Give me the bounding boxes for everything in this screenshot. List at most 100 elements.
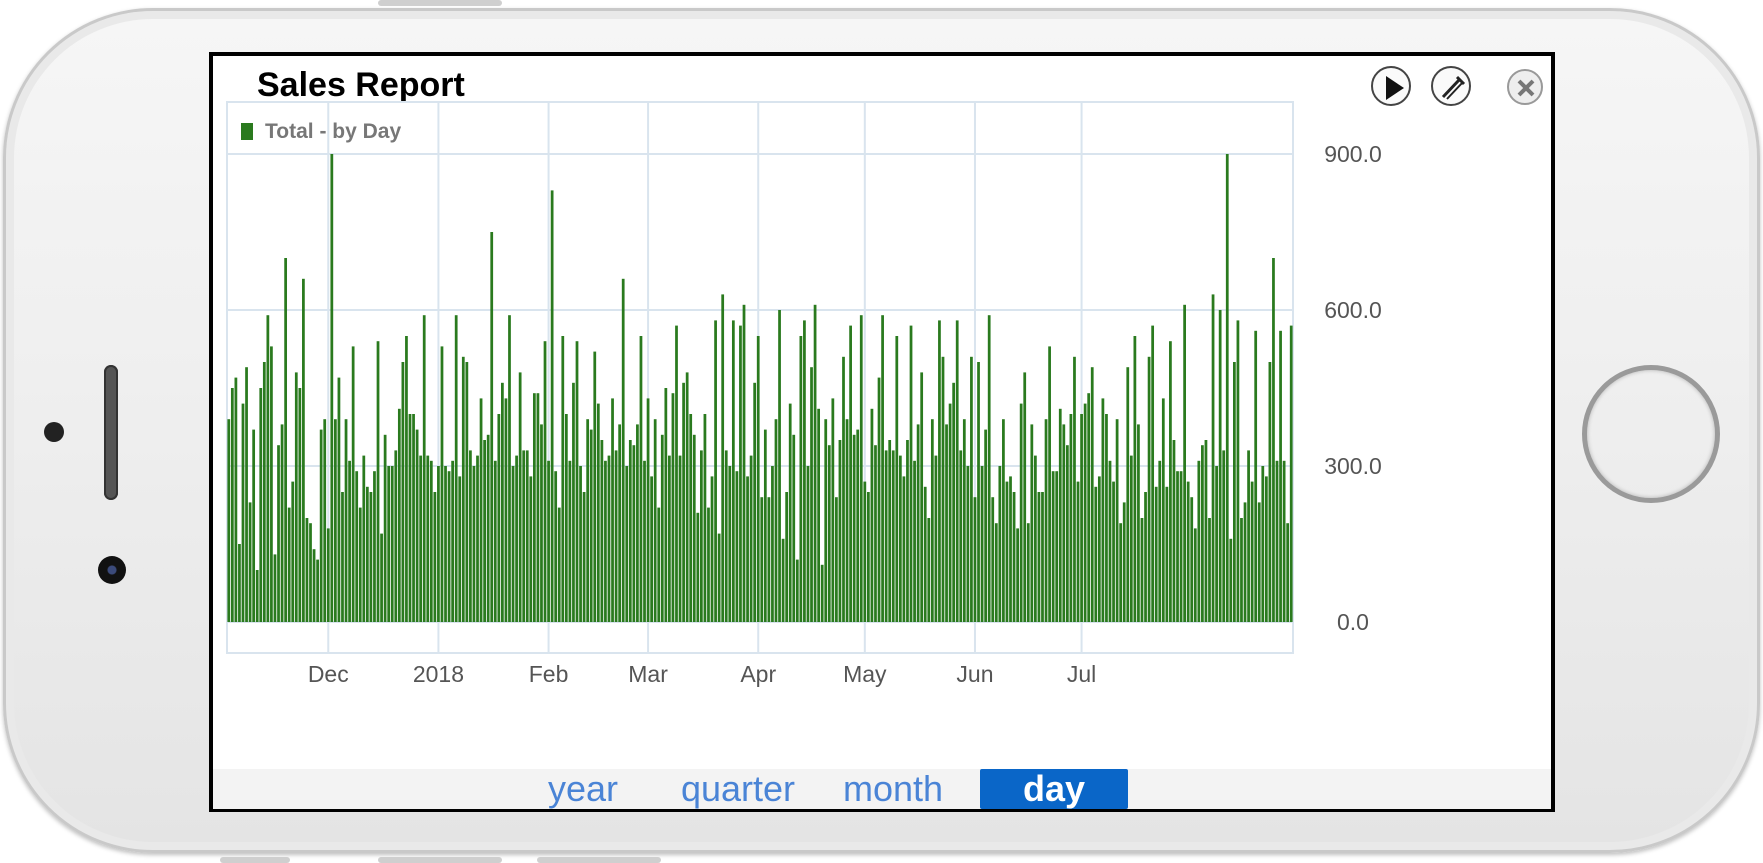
bar bbox=[280, 424, 284, 622]
bar bbox=[810, 367, 813, 622]
bar bbox=[817, 408, 821, 622]
bar bbox=[408, 414, 412, 622]
bar bbox=[1218, 310, 1222, 622]
bar bbox=[383, 434, 387, 622]
bar bbox=[397, 408, 401, 622]
bar bbox=[1055, 471, 1059, 622]
bar bbox=[1140, 518, 1144, 622]
bar bbox=[1030, 424, 1034, 622]
bar bbox=[938, 320, 941, 622]
bar bbox=[1254, 330, 1258, 622]
home-button[interactable] bbox=[1582, 365, 1720, 503]
bar bbox=[668, 455, 671, 622]
bar bbox=[913, 460, 916, 622]
bar bbox=[1172, 440, 1176, 622]
bar bbox=[1094, 486, 1098, 622]
sales-chart: 0.0 300.0 600.0 900.0 Dec 2018 Feb Mar Apr May Ju… bbox=[226, 101, 1382, 687]
x-tick-label: Jun bbox=[956, 661, 993, 687]
bar bbox=[831, 398, 835, 622]
bar bbox=[714, 320, 717, 622]
x-tick-label: Feb bbox=[529, 661, 569, 687]
bar bbox=[785, 492, 789, 622]
x-tick-label: Mar bbox=[628, 661, 668, 687]
bar bbox=[1002, 419, 1005, 622]
bar bbox=[373, 471, 376, 622]
bar bbox=[653, 419, 657, 622]
bar bbox=[1236, 320, 1240, 622]
bar bbox=[1176, 471, 1179, 622]
bar bbox=[1250, 481, 1254, 622]
play-button[interactable] bbox=[1371, 66, 1411, 106]
power-button bbox=[378, 0, 502, 6]
bar bbox=[586, 419, 590, 622]
bar bbox=[1108, 460, 1112, 622]
bar bbox=[756, 336, 760, 622]
bar bbox=[699, 450, 703, 622]
bar bbox=[540, 424, 543, 622]
bar bbox=[888, 440, 892, 622]
bar bbox=[1023, 372, 1027, 622]
bar bbox=[628, 440, 632, 622]
bar bbox=[728, 466, 732, 622]
bar bbox=[252, 429, 256, 622]
bar bbox=[1289, 325, 1293, 622]
bar bbox=[710, 476, 714, 622]
bar bbox=[906, 440, 909, 622]
x-tick-label: May bbox=[843, 661, 887, 687]
bar bbox=[241, 403, 245, 622]
bar bbox=[774, 419, 778, 622]
bar bbox=[1069, 414, 1073, 622]
bar bbox=[643, 460, 646, 622]
segment-day[interactable]: day bbox=[980, 769, 1128, 809]
bar bbox=[1065, 445, 1069, 622]
bar bbox=[515, 455, 518, 622]
legend-label: Total - by Day bbox=[265, 120, 401, 143]
bar bbox=[305, 518, 309, 622]
bar bbox=[788, 403, 792, 622]
bar bbox=[365, 486, 369, 622]
bar bbox=[380, 533, 383, 622]
bar bbox=[440, 346, 444, 622]
bar bbox=[803, 320, 806, 622]
bar bbox=[376, 341, 380, 622]
close-icon bbox=[1517, 79, 1535, 97]
close-button[interactable] bbox=[1507, 69, 1543, 105]
bar bbox=[795, 559, 799, 622]
bar bbox=[525, 450, 529, 622]
bar bbox=[348, 460, 351, 622]
bar bbox=[469, 450, 472, 622]
bar bbox=[493, 460, 497, 622]
bar bbox=[692, 434, 696, 622]
bar bbox=[1058, 408, 1062, 622]
bar bbox=[874, 445, 877, 622]
bar bbox=[760, 497, 764, 622]
y-tick-label: 600.0 bbox=[1324, 297, 1382, 323]
y-tick-label: 300.0 bbox=[1324, 453, 1382, 479]
segment-month[interactable]: month bbox=[842, 768, 944, 809]
bar bbox=[394, 450, 398, 622]
bar bbox=[1183, 304, 1186, 622]
bar bbox=[1101, 398, 1105, 622]
bar bbox=[618, 424, 622, 622]
bar bbox=[355, 471, 359, 622]
bar bbox=[1034, 455, 1037, 622]
bar bbox=[671, 393, 675, 622]
bar bbox=[1247, 450, 1250, 622]
bar bbox=[1272, 258, 1275, 622]
bar bbox=[550, 190, 554, 622]
bar bbox=[1119, 523, 1123, 622]
bar bbox=[458, 476, 462, 622]
bar bbox=[806, 466, 810, 622]
bar bbox=[771, 466, 774, 622]
bar bbox=[561, 336, 565, 622]
segment-year[interactable]: year bbox=[547, 768, 619, 809]
bar bbox=[1165, 486, 1169, 622]
bar bbox=[1026, 523, 1030, 622]
bar bbox=[604, 460, 607, 622]
bar bbox=[1016, 528, 1019, 622]
bar bbox=[1044, 419, 1048, 622]
bar bbox=[302, 278, 305, 622]
edit-button[interactable] bbox=[1431, 66, 1471, 106]
bar bbox=[1204, 440, 1208, 622]
segment-quarter[interactable]: quarter bbox=[680, 768, 796, 809]
